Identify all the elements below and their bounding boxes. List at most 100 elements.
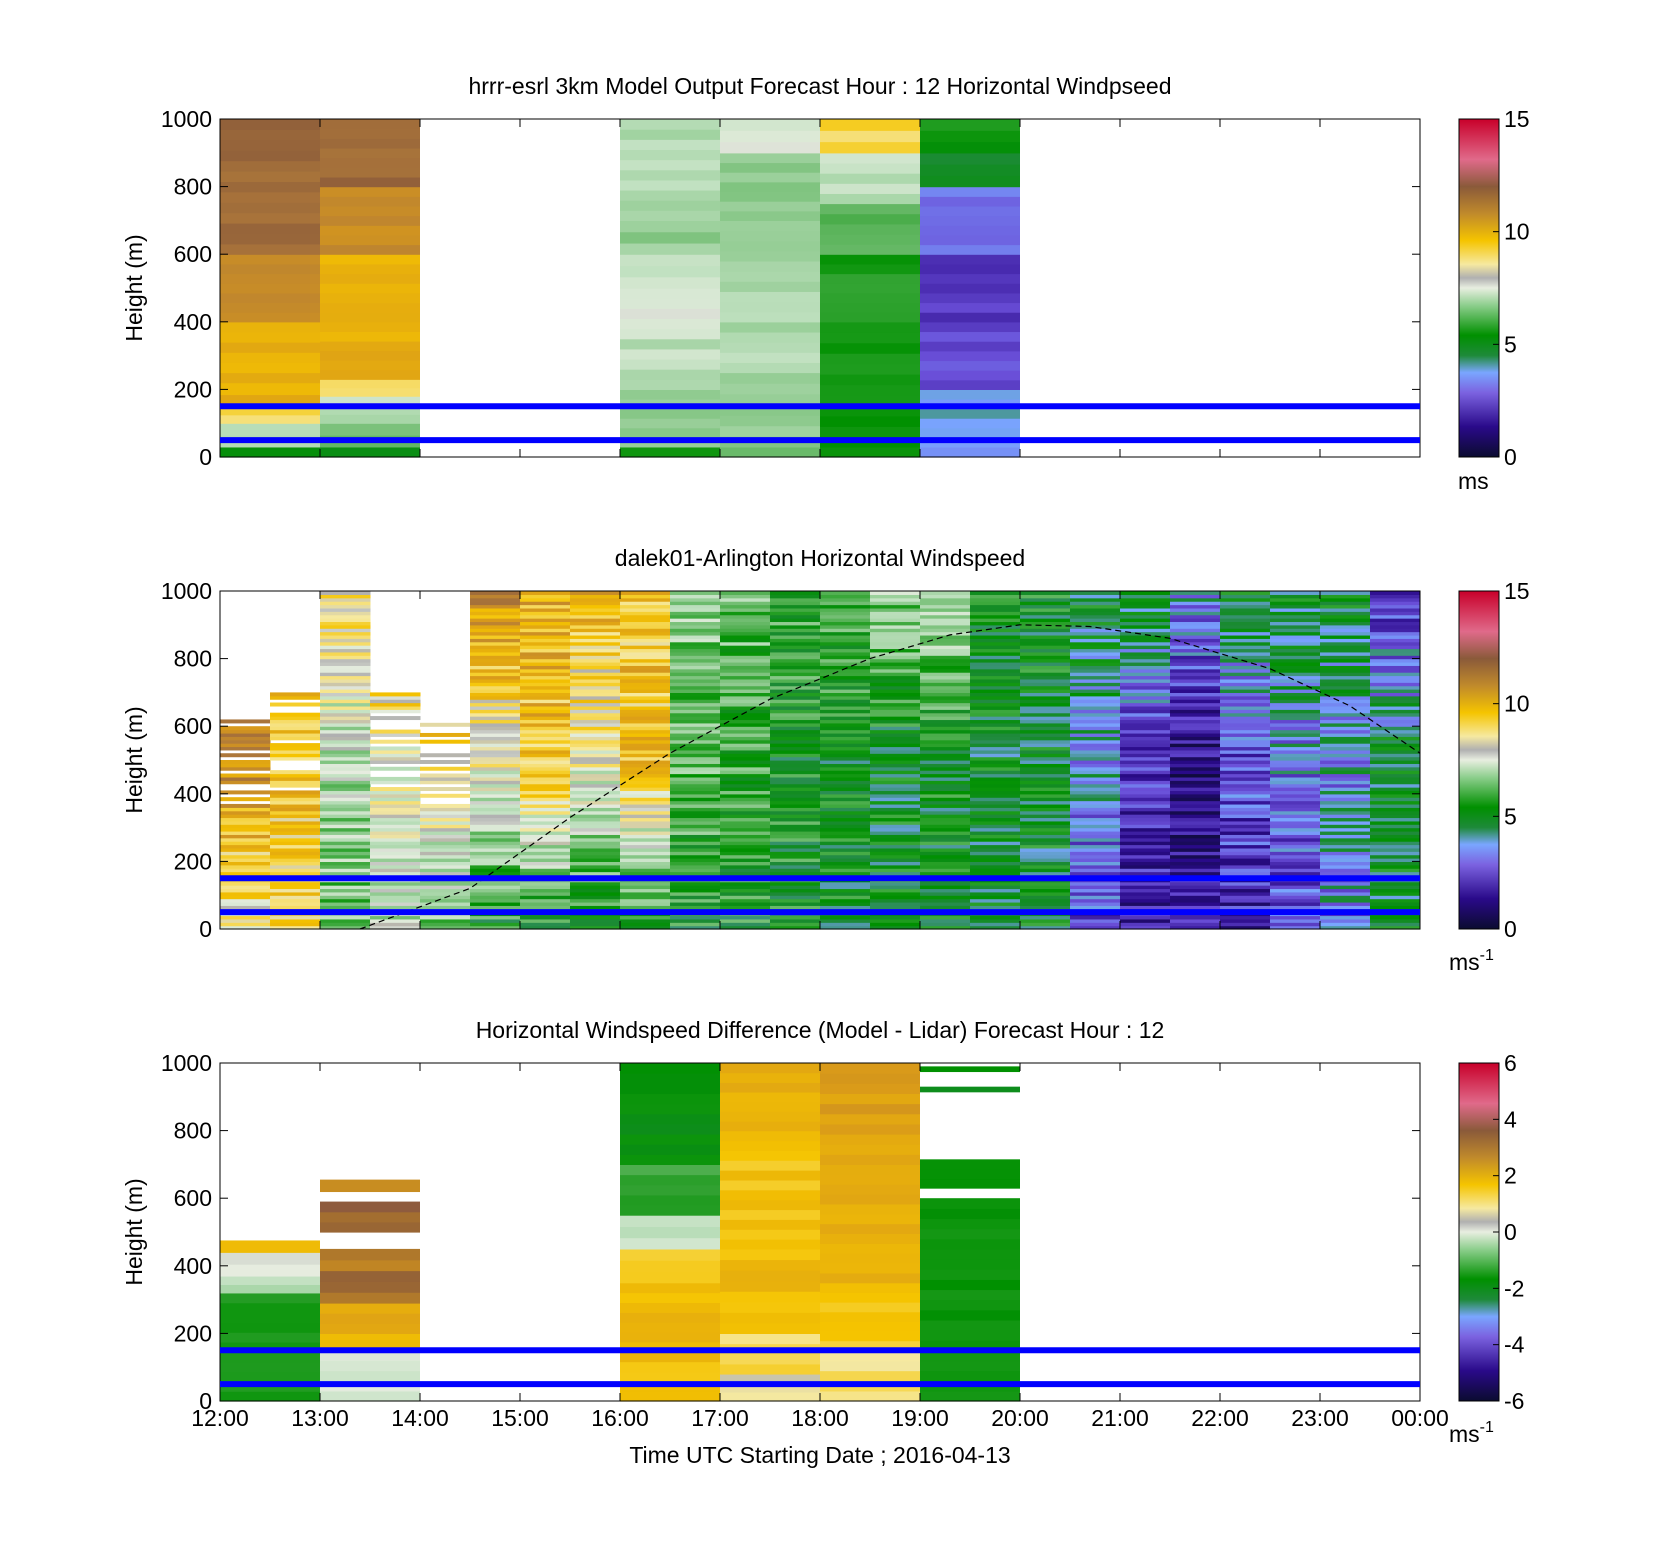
heat-cell — [320, 624, 371, 629]
heat-cell — [820, 594, 871, 599]
heat-cell — [820, 837, 871, 842]
heat-cell — [720, 820, 771, 825]
heat-cell — [1020, 918, 1071, 923]
heat-cell — [620, 658, 671, 663]
heat-cell — [470, 604, 521, 609]
heat-cell — [1370, 739, 1421, 744]
heat-cell — [1020, 594, 1071, 599]
x-tick-label: 22:00 — [1191, 1405, 1249, 1431]
heat-cell — [1120, 827, 1171, 832]
heat-cell — [820, 851, 871, 856]
heat-cell — [1170, 665, 1221, 670]
heat-cell — [1120, 641, 1171, 646]
heat-cell — [920, 341, 1020, 352]
heat-cell — [870, 699, 921, 704]
heat-cell — [1120, 675, 1171, 680]
heat-cell — [520, 638, 571, 643]
heat-cell — [620, 780, 671, 785]
heat-cell — [420, 915, 471, 920]
heat-cell — [470, 638, 521, 643]
y-tick-label: 400 — [174, 1253, 212, 1279]
heat-cell — [620, 254, 720, 267]
heat-cell — [520, 712, 571, 717]
heat-cell — [1120, 722, 1171, 727]
heat-cell — [1370, 726, 1421, 731]
x-tick-label: 15:00 — [491, 1405, 549, 1431]
heat-cell — [1220, 743, 1271, 748]
heat-cell — [1070, 685, 1121, 690]
heat-cell — [920, 709, 971, 714]
heat-cell — [920, 634, 971, 639]
heat-cell — [1370, 695, 1421, 700]
heat-cell — [1370, 658, 1421, 663]
heat-cell — [820, 689, 871, 693]
heat-cell — [570, 925, 621, 930]
heat-cell — [770, 641, 821, 646]
heat-cell — [970, 780, 1021, 785]
heat-cell — [920, 780, 971, 785]
heat-cell — [620, 800, 671, 805]
heat-cell — [870, 655, 921, 660]
heat-cell — [1270, 621, 1321, 626]
heat-cell — [1070, 624, 1121, 629]
heat-cell — [270, 824, 321, 829]
heat-cell — [1070, 661, 1121, 666]
heat-cell — [870, 634, 921, 639]
heat-cell — [720, 682, 771, 687]
heat-cell — [1120, 885, 1171, 890]
heat-cell — [1370, 790, 1421, 795]
heat-cell — [620, 1322, 720, 1333]
heat-cell — [920, 1208, 1020, 1220]
heat-cell — [720, 1239, 820, 1250]
heat-cell — [870, 661, 921, 666]
heat-cell — [920, 888, 971, 893]
heat-cell — [270, 827, 321, 832]
heat-cell — [720, 888, 771, 893]
heat-cell — [970, 709, 1021, 714]
heat-cell — [420, 871, 471, 876]
heat-cell — [1120, 834, 1171, 839]
heat-cell — [720, 797, 771, 802]
heat-cell — [820, 695, 871, 700]
heat-cell — [820, 655, 871, 660]
heat-cell — [320, 922, 371, 927]
heat-cell — [820, 739, 871, 744]
heat-cell — [820, 766, 871, 771]
heat-cell — [870, 790, 921, 795]
heat-cell — [320, 760, 371, 764]
heat-cell — [320, 726, 371, 731]
heat-cell — [820, 918, 871, 923]
heat-cell — [1320, 712, 1371, 717]
heat-cell — [1170, 898, 1221, 903]
heat-cell — [1320, 597, 1371, 602]
heat-cell — [220, 885, 271, 890]
heat-cell — [920, 682, 971, 687]
heat-cell — [1320, 776, 1371, 781]
heat-cell — [320, 901, 371, 906]
heat-cell — [720, 847, 771, 852]
heat-cell — [420, 925, 471, 930]
heat-cell — [1170, 705, 1221, 710]
heat-cell — [720, 1140, 820, 1151]
heat-cell — [820, 624, 871, 629]
heat-cell — [270, 776, 321, 781]
heat-cell — [1120, 618, 1171, 623]
heat-cell — [870, 678, 921, 683]
heat-cell — [1320, 854, 1371, 859]
heat-cell — [920, 675, 971, 680]
heat-cell — [720, 362, 820, 374]
heat-cell — [720, 672, 771, 677]
heat-cell — [820, 1093, 920, 1105]
heat-cell — [720, 611, 771, 616]
heat-cell — [1220, 753, 1271, 758]
heat-cell — [220, 871, 271, 876]
heat-cell — [320, 682, 371, 687]
heat-cell — [920, 244, 1020, 255]
heat-cell — [420, 760, 471, 764]
heat-cell — [320, 834, 371, 839]
heat-cell — [1220, 763, 1271, 768]
heat-cell — [720, 1280, 820, 1292]
heat-cell — [270, 719, 321, 724]
heat-cell — [1170, 631, 1221, 636]
heat-cell — [620, 810, 671, 815]
